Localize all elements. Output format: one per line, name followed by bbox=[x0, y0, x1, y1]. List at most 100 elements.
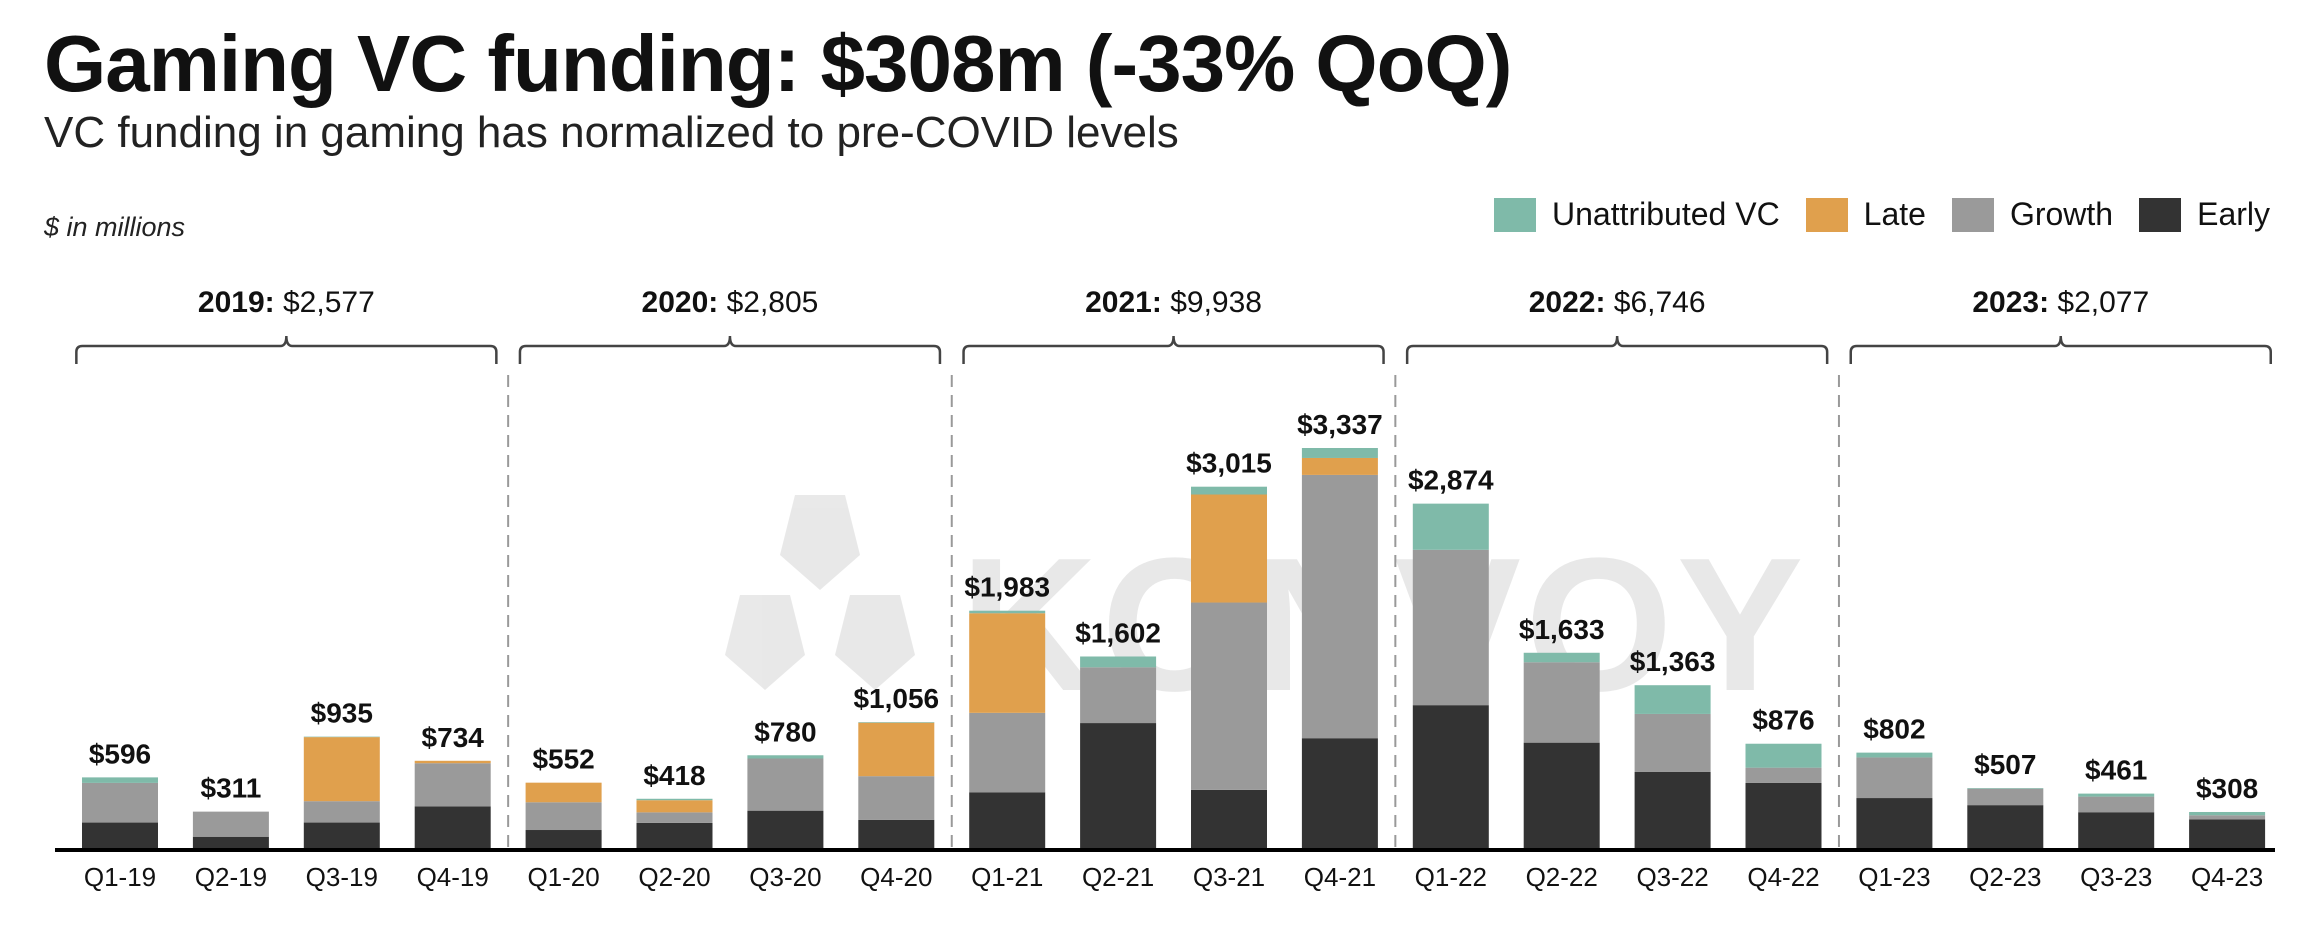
year-label: 2021: bbox=[1085, 286, 1170, 319]
x-tick-label: Q1-22 bbox=[1415, 862, 1487, 892]
bar-segment-unattributed-vc bbox=[1856, 752, 1933, 758]
bar-segment-late bbox=[969, 613, 1046, 713]
year-total: $2,805 bbox=[727, 286, 819, 319]
year-total-label: 2020: $2,805 bbox=[642, 286, 819, 319]
legend-item-unattributed: Unattributed VC bbox=[1494, 196, 1780, 233]
year-total: $6,746 bbox=[1614, 286, 1706, 319]
bar-segment-early bbox=[2078, 812, 2155, 849]
bar-segment-unattributed-vc bbox=[1634, 685, 1711, 714]
bar-total-label: $311 bbox=[201, 773, 262, 804]
bar-segment-growth bbox=[525, 802, 602, 831]
x-tick-label: Q2-20 bbox=[638, 862, 710, 892]
bar-segment-early bbox=[747, 810, 824, 849]
bar-total-label: $596 bbox=[89, 738, 151, 769]
watermark-shape bbox=[780, 495, 860, 590]
bar-segment-early bbox=[1634, 771, 1711, 849]
bar-segment-growth bbox=[1523, 662, 1600, 743]
year-total-label: 2021: $9,938 bbox=[1085, 286, 1262, 319]
bar-segment-early bbox=[969, 792, 1046, 849]
bar-segment-growth bbox=[636, 812, 713, 823]
bar-segment-growth bbox=[414, 763, 491, 807]
bar-segment-early bbox=[303, 822, 380, 849]
bar-total-label: $418 bbox=[643, 760, 705, 791]
x-tick-label: Q1-21 bbox=[971, 862, 1043, 892]
bar-segment-unattributed-vc bbox=[1967, 788, 2044, 789]
bar-segment-early bbox=[192, 836, 269, 849]
chart-subtitle: VC funding in gaming has normalized to p… bbox=[44, 108, 1179, 157]
x-tick-label: Q1-19 bbox=[84, 862, 156, 892]
year-label: 2022: bbox=[1529, 286, 1614, 319]
legend-swatch bbox=[1805, 197, 1848, 232]
x-tick-label: Q3-22 bbox=[1636, 862, 1708, 892]
bar-total-label: $1,633 bbox=[1519, 614, 1605, 645]
x-tick-label: Q4-21 bbox=[1304, 862, 1376, 892]
x-tick-label: Q4-23 bbox=[2191, 862, 2263, 892]
bar-segment-late bbox=[414, 760, 491, 764]
bar-total-label: $734 bbox=[422, 722, 485, 753]
bar-total-label: $1,983 bbox=[964, 572, 1050, 603]
bar-segment-early bbox=[1080, 723, 1157, 849]
chart-title: Gaming VC funding: $308m (-33% QoQ) bbox=[44, 19, 1512, 108]
year-total-label: 2023: $2,077 bbox=[1972, 286, 2149, 319]
x-tick-label: Q3-20 bbox=[749, 862, 821, 892]
bar-segment-unattributed-vc bbox=[1191, 486, 1267, 495]
bar-segment-growth bbox=[1301, 474, 1378, 739]
x-tick-label: Q4-20 bbox=[860, 862, 932, 892]
x-tick-label: Q1-20 bbox=[527, 862, 599, 892]
legend-item-early: Early bbox=[2139, 196, 2270, 233]
bar-segment-unattributed-vc bbox=[1745, 743, 1822, 768]
bar-segment-early bbox=[525, 830, 602, 849]
bar-segment-late bbox=[1191, 494, 1267, 603]
bar-segment-early bbox=[1745, 782, 1822, 849]
legend-label: Early bbox=[2197, 196, 2270, 232]
bar-segment-growth bbox=[2078, 796, 2155, 813]
bar-segment-early bbox=[1856, 798, 1933, 849]
bar-total-label: $3,015 bbox=[1186, 448, 1272, 479]
x-tick-label: Q3-19 bbox=[306, 862, 378, 892]
year-label: 2020: bbox=[642, 286, 727, 319]
x-tick-label: Q2-21 bbox=[1082, 862, 1154, 892]
bar-segment-growth bbox=[1412, 549, 1489, 706]
bar-segment-unattributed-vc bbox=[969, 610, 1046, 614]
bar-segment-unattributed-vc bbox=[636, 798, 713, 801]
year-total-label: 2022: $6,746 bbox=[1529, 286, 1706, 319]
year-label: 2023: bbox=[1972, 286, 2057, 319]
bar-segment-early bbox=[636, 822, 713, 849]
bar-total-label: $802 bbox=[1863, 714, 1925, 745]
year-brace bbox=[1405, 335, 1829, 364]
legend-label: Unattributed VC bbox=[1552, 196, 1780, 232]
bar-total-label: $308 bbox=[2196, 773, 2258, 804]
units-label: $ in millions bbox=[44, 212, 186, 242]
legend-item-growth: Growth bbox=[1951, 196, 2114, 233]
x-tick-label: Q4-22 bbox=[1747, 862, 1819, 892]
bar-segment-early bbox=[1967, 805, 2044, 849]
bar-segment-unattributed-vc bbox=[82, 777, 158, 783]
bar-total-label: $1,056 bbox=[853, 683, 939, 714]
bar-segment-unattributed-vc bbox=[2189, 811, 2266, 816]
bar-total-label: $1,363 bbox=[1630, 646, 1716, 677]
bar-segment-early bbox=[1301, 738, 1378, 849]
bar-segment-early bbox=[1191, 789, 1267, 849]
bar-segment-growth bbox=[192, 811, 269, 837]
bar-total-label: $876 bbox=[1752, 705, 1814, 736]
bar-total-label: $507 bbox=[1974, 749, 2036, 780]
bar-segment-late bbox=[636, 800, 713, 813]
bar-total-label: $3,337 bbox=[1297, 409, 1383, 440]
bar-segment-growth bbox=[1634, 713, 1711, 772]
bar-segment-growth bbox=[1191, 602, 1267, 790]
year-brace bbox=[962, 335, 1385, 364]
bar-segment-growth bbox=[1745, 767, 1822, 783]
bar-segment-unattributed-vc bbox=[1523, 652, 1600, 663]
bar-total-label: $1,602 bbox=[1075, 617, 1161, 648]
year-brace bbox=[75, 335, 498, 364]
bar-segment-early bbox=[1523, 742, 1600, 849]
bar-segment-unattributed-vc bbox=[1301, 448, 1378, 458]
legend-label: Growth bbox=[2009, 196, 2114, 232]
bar-segment-early bbox=[1412, 705, 1489, 849]
year-brace bbox=[518, 335, 942, 364]
x-tick-label: Q4-19 bbox=[417, 862, 489, 892]
year-total: $2,577 bbox=[283, 286, 375, 319]
x-tick-label: Q3-21 bbox=[1193, 862, 1265, 892]
bar-segment-unattributed-vc bbox=[1412, 503, 1489, 550]
year-total-label: 2019: $2,577 bbox=[198, 286, 375, 319]
